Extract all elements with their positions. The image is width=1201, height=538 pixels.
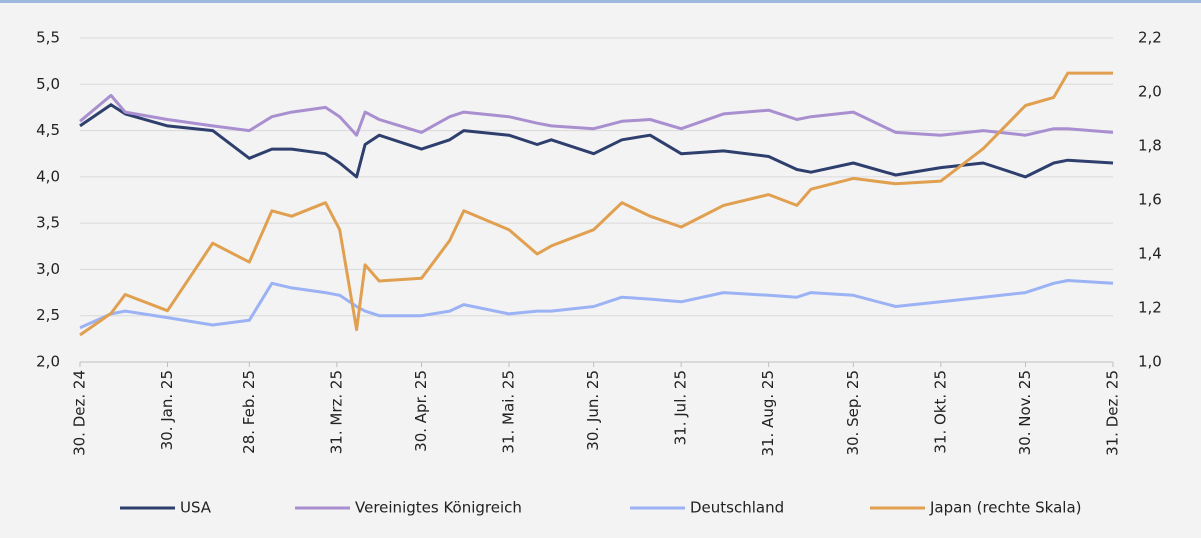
y-tick-label: 5,5 [36, 29, 60, 47]
x-tick-label: 30. Jan. 25 [158, 370, 176, 450]
x-tick-label: 30. Sep. 25 [844, 370, 862, 456]
x-tick-label: 30. Nov. 25 [1016, 370, 1034, 455]
y2-tick-label: 1,2 [1138, 299, 1162, 317]
y2-tick-label: 2,0 [1138, 83, 1162, 101]
series-line [79, 71, 1113, 337]
x-tick-label: 30. Apr. 25 [412, 370, 430, 452]
y2-tick-label: 1,0 [1138, 353, 1162, 371]
legend-label: Japan (rechte Skala) [929, 499, 1082, 517]
top-border [0, 0, 1201, 3]
y2-tick-label: 1,6 [1138, 191, 1162, 209]
y-tick-label: 2,0 [36, 353, 60, 371]
x-tick-label: 30. Dez. 24 [71, 370, 89, 456]
series-line [79, 279, 1114, 330]
legend-label: Vereinigtes Königreich [355, 499, 522, 517]
x-tick-label: 30. Jun. 25 [584, 370, 602, 451]
series-line [79, 103, 1114, 179]
y2-tick-label: 1,8 [1138, 137, 1162, 155]
x-tick-label: 31. Mai. 25 [500, 370, 518, 454]
y-tick-label: 5,0 [36, 75, 60, 93]
legend-label: USA [180, 499, 212, 517]
y-tick-label: 2,5 [36, 306, 60, 324]
x-tick-label: 31. Aug. 25 [759, 370, 777, 457]
x-tick-label: 28. Feb. 25 [240, 370, 258, 454]
y-tick-label: 4,5 [36, 121, 60, 139]
x-tick-label: 31. Dez. 25 [1104, 370, 1122, 456]
y-tick-label: 3,0 [36, 260, 60, 278]
x-tick-label: 31. Mrz. 25 [327, 370, 345, 454]
y2-tick-label: 1,4 [1138, 245, 1162, 263]
legend-label: Deutschland [690, 499, 784, 517]
x-tick-label: 31. Jul. 25 [672, 370, 690, 445]
x-tick-label: 31. Okt. 25 [931, 370, 949, 454]
y2-tick-label: 2,2 [1138, 29, 1162, 47]
y-tick-label: 3,5 [36, 214, 60, 232]
series-line [79, 93, 1114, 137]
y-tick-label: 4,0 [36, 167, 60, 185]
